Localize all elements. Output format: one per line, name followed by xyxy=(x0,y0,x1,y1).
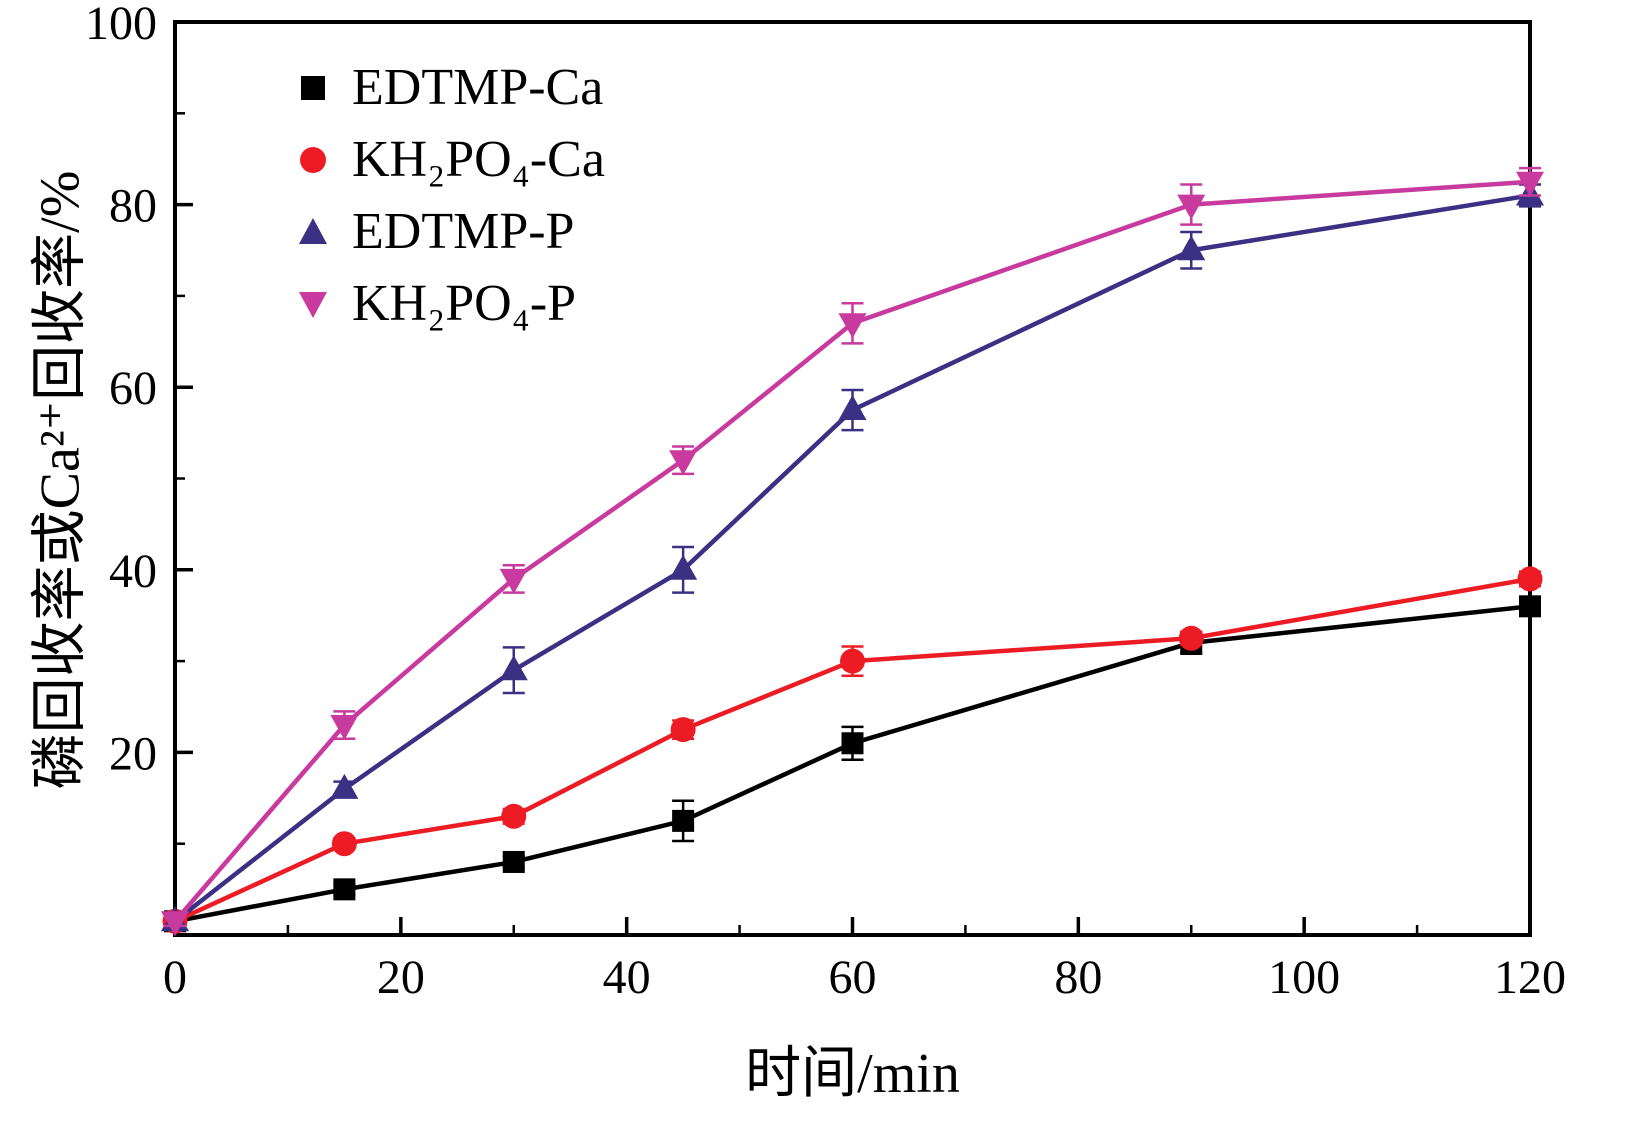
y-tick-label: 60 xyxy=(109,362,157,415)
y-axis-title: 磷回收率或Ca²⁺回收率/% xyxy=(29,170,92,790)
legend-item-kh2po4-p: KH₂PO₄-P xyxy=(296,268,605,340)
legend-label: KH₂PO₄-Ca xyxy=(352,131,605,188)
data-point-triangle-down xyxy=(330,715,359,741)
data-point-triangle-up xyxy=(499,655,528,681)
legend-item-edtmp-ca: EDTMP-Ca xyxy=(296,52,605,124)
data-point-square xyxy=(502,850,525,873)
data-point-triangle-down xyxy=(1516,171,1544,197)
data-point-triangle-up xyxy=(1177,235,1206,261)
data-point-circle xyxy=(670,717,696,743)
circle-marker-icon xyxy=(300,147,326,173)
x-tick-label: 80 xyxy=(1054,951,1102,1004)
data-point-circle xyxy=(1517,566,1543,592)
data-point-triangle-up xyxy=(838,395,867,421)
legend-item-edtmp-p: EDTMP-P xyxy=(296,196,605,268)
x-tick-label: 100 xyxy=(1268,951,1340,1004)
data-point-triangle-down xyxy=(161,911,189,937)
data-point-square xyxy=(672,809,695,832)
data-point-triangle-up xyxy=(330,773,359,799)
data-point-triangle-down xyxy=(669,450,698,476)
data-point-square xyxy=(1519,595,1541,618)
y-tick-label: 80 xyxy=(109,180,157,233)
data-point-circle xyxy=(840,648,865,674)
data-point-square xyxy=(333,878,356,901)
legend-item-kh2po4-ca: KH₂PO₄-Ca xyxy=(296,124,605,196)
data-point-square xyxy=(841,732,864,755)
triangle-down-marker-icon xyxy=(299,292,327,318)
data-point-triangle-down xyxy=(1177,194,1206,220)
x-tick-label: 40 xyxy=(603,951,651,1004)
square-marker-icon xyxy=(301,76,325,100)
legend: EDTMP-Ca KH₂PO₄-Ca EDTMP-P KH₂PO₄-P xyxy=(296,52,605,340)
legend-label: KH₂PO₄-P xyxy=(352,275,577,332)
data-point-triangle-down xyxy=(838,313,867,339)
x-tick-label: 0 xyxy=(163,951,187,1004)
y-tick-label: 20 xyxy=(109,727,157,780)
x-tick-label: 20 xyxy=(377,951,425,1004)
data-point-circle xyxy=(1178,625,1204,651)
x-tick-label: 120 xyxy=(1494,951,1566,1004)
legend-label: EDTMP-Ca xyxy=(352,59,604,116)
data-point-triangle-up xyxy=(669,554,698,580)
y-tick-label: 40 xyxy=(109,545,157,598)
x-axis-title: 时间/min xyxy=(745,1043,960,1105)
triangle-up-marker-icon xyxy=(299,218,327,244)
x-tick-label: 60 xyxy=(829,951,877,1004)
data-point-circle xyxy=(501,803,527,829)
data-point-triangle-down xyxy=(499,568,528,594)
data-point-circle xyxy=(331,831,357,857)
y-tick-label: 100 xyxy=(85,0,157,50)
legend-label: EDTMP-P xyxy=(352,203,575,260)
